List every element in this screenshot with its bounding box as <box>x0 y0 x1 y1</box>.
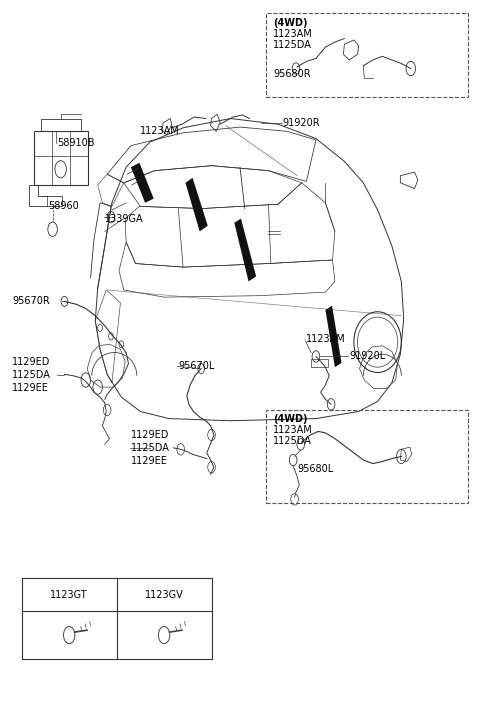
Text: 1123GT: 1123GT <box>50 590 88 600</box>
Text: 1123AM: 1123AM <box>273 425 313 435</box>
Text: 91920L: 91920L <box>349 351 385 361</box>
Polygon shape <box>131 163 154 203</box>
Text: (4WD): (4WD) <box>273 19 308 29</box>
Bar <box>266 410 468 503</box>
Text: 1123AM: 1123AM <box>306 333 346 343</box>
Bar <box>34 131 88 185</box>
Text: 58910B: 58910B <box>57 138 95 148</box>
Text: 1125DA: 1125DA <box>12 370 51 380</box>
Bar <box>266 14 468 97</box>
Text: 58960: 58960 <box>48 201 79 211</box>
Text: 95670L: 95670L <box>179 361 215 372</box>
Text: 1129EE: 1129EE <box>12 383 49 393</box>
Text: 1123GV: 1123GV <box>144 590 183 600</box>
Bar <box>41 119 81 131</box>
Polygon shape <box>185 178 208 231</box>
Text: 95680L: 95680L <box>297 464 333 474</box>
Text: 1125DA: 1125DA <box>273 40 312 50</box>
Text: (4WD): (4WD) <box>273 414 308 424</box>
Polygon shape <box>234 219 256 282</box>
Text: 95670R: 95670R <box>12 297 50 307</box>
Text: 1129ED: 1129ED <box>131 430 169 440</box>
Text: 1129EE: 1129EE <box>131 456 168 466</box>
Bar <box>22 578 212 659</box>
Text: 1123AM: 1123AM <box>140 127 180 136</box>
Text: 95680R: 95680R <box>273 68 311 78</box>
Text: 1123AM: 1123AM <box>273 30 313 39</box>
Text: 1339GA: 1339GA <box>105 215 144 224</box>
Text: 1125DA: 1125DA <box>131 443 170 453</box>
Polygon shape <box>325 306 342 367</box>
Bar <box>311 359 328 367</box>
Text: 91920R: 91920R <box>283 118 320 128</box>
Text: 1125DA: 1125DA <box>273 436 312 446</box>
Text: 1129ED: 1129ED <box>12 357 51 367</box>
